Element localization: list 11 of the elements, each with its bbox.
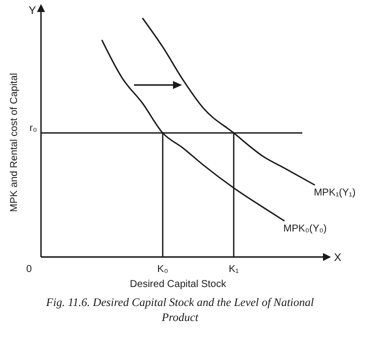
ref-line-label: r₀: [30, 122, 37, 134]
series-label: MPK₁(Y₁): [314, 187, 356, 198]
text: Y: [28, 5, 37, 17]
y-axis-title: MPK and Rental cost of Capital: [9, 73, 20, 212]
series-label: MPK₀(Y₀): [283, 223, 327, 234]
x-axis-title: Desired Capital Stock: [130, 279, 228, 290]
x-tick-label: K₁: [228, 264, 240, 276]
text: X: [334, 252, 342, 264]
x-tick-label: K₀: [157, 264, 168, 276]
x-tick-label: 0: [26, 264, 32, 276]
caption: Fig. 11.6. Desired Capital Stock and the Level of National Product: [45, 297, 314, 324]
